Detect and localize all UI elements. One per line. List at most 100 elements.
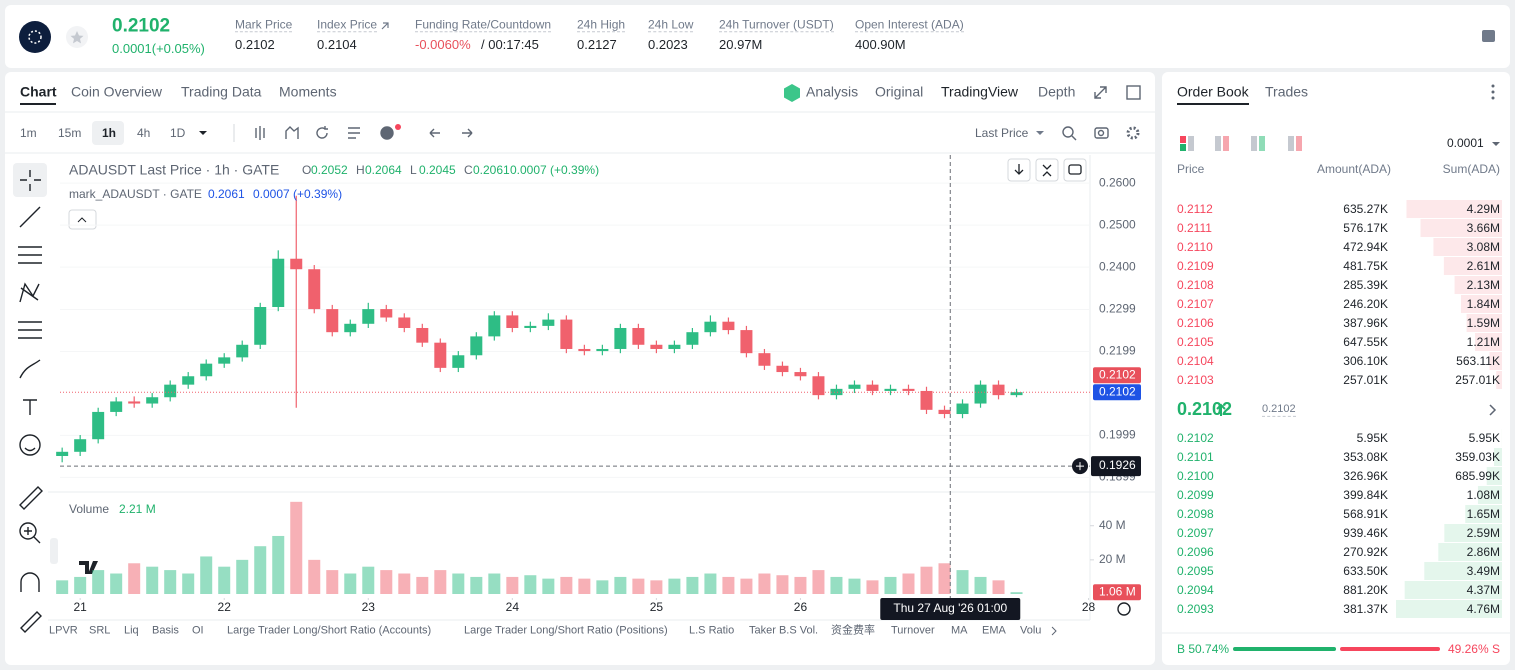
indicator[interactable]: Large Trader Long/Short Ratio (Accounts) [227, 624, 432, 637]
candle-body [812, 376, 825, 396]
window-icon[interactable] [1126, 85, 1141, 100]
indicator[interactable]: MA [951, 624, 968, 637]
candle-body [398, 317, 411, 328]
stat-value: 0.2104 [317, 37, 357, 53]
x-tick-label: 21 [73, 600, 87, 614]
star-icon [70, 31, 84, 44]
candle-body [272, 258, 285, 308]
caret[interactable] [199, 131, 207, 135]
candle-body [596, 348, 609, 352]
view-tab[interactable]: Original [875, 83, 924, 100]
settings-icon[interactable] [1117, 602, 1131, 616]
caret[interactable] [1036, 131, 1044, 135]
chevron[interactable] [1051, 626, 1057, 636]
depth-bar [1477, 486, 1502, 504]
volume-bar [524, 575, 537, 594]
view-tab[interactable]: Analysis [806, 83, 859, 100]
ob-sum: 5.95K [1468, 430, 1500, 445]
view-tab[interactable]: TradingView [941, 83, 1019, 100]
price-type[interactable]: Last Price [975, 125, 1029, 140]
candle-body [614, 327, 627, 349]
chart-buttons[interactable] [1007, 158, 1087, 182]
ob-sum: 1.21M [1466, 334, 1500, 349]
mark-value: 0.2061 [208, 186, 245, 201]
depth-bar [1443, 257, 1502, 275]
interval[interactable]: 1D [170, 125, 186, 140]
volume-value: 2.21 M [119, 501, 156, 516]
x-tick-label: 25 [650, 600, 664, 614]
chevron[interactable] [1489, 404, 1497, 416]
indicator[interactable]: Volu [1020, 624, 1042, 637]
volume-bar [704, 573, 717, 594]
stat-value: 20.97M [719, 37, 763, 53]
volume-bar [542, 578, 555, 594]
ob-amount: 387.96K [1343, 315, 1388, 330]
indicator[interactable]: EMA [982, 624, 1006, 637]
chart-title: ADAUSDT Last Price · 1h · GATE [69, 161, 280, 178]
indicator[interactable]: Basis [152, 624, 179, 637]
indicator[interactable]: 资金费率 [831, 624, 875, 637]
ob-price: 0.2108 [1177, 277, 1214, 292]
indicator[interactable]: Liq [124, 624, 139, 637]
caret[interactable] [1492, 142, 1500, 146]
toolbar-icons[interactable] [255, 126, 1140, 141]
stat-value: -0.0060% [415, 37, 471, 53]
stat-label: Funding Rate/Countdown [415, 17, 552, 33]
plus [1076, 462, 1084, 471]
precision[interactable]: 0.0001 [1447, 135, 1484, 150]
interval[interactable]: 15m [58, 125, 82, 140]
indicator[interactable]: LPVR [49, 624, 78, 637]
volume-bar [272, 535, 285, 594]
stat-value: 0.2127 [577, 37, 617, 53]
volume-bar [614, 576, 627, 594]
header-panel [5, 5, 1510, 68]
volume-bar [560, 576, 573, 594]
ob-price: 0.2110 [1177, 239, 1213, 254]
depth-bar [1404, 581, 1502, 599]
ob-sum: 2.61M [1466, 258, 1500, 273]
volume-bar [290, 501, 303, 594]
ob-tab[interactable]: Trades [1265, 83, 1309, 100]
stat-value: 0.2102 [235, 37, 275, 53]
ob-tab[interactable]: Order Book [1177, 83, 1249, 100]
ob-price: 0.2099 [1177, 487, 1214, 502]
indicator[interactable]: L.S Ratio [689, 624, 735, 637]
header-icon[interactable] [1482, 30, 1495, 42]
indicator[interactable]: Large Trader Long/Short Ratio (Positions… [464, 624, 668, 637]
candle-body [488, 315, 501, 337]
collapse-tab[interactable] [50, 538, 58, 564]
ob-sum: 4.37M [1466, 582, 1500, 597]
interval[interactable]: 1h [102, 125, 117, 140]
volume-tick-label: 20 M [1099, 552, 1126, 566]
candle-body [938, 409, 951, 415]
drawing-tools[interactable] [18, 170, 43, 633]
chart-tab[interactable]: Chart [20, 83, 57, 100]
volume-bar [596, 580, 609, 594]
chart-tab[interactable]: Coin Overview [71, 83, 163, 100]
indicator[interactable]: OI [192, 624, 204, 637]
last-price: 0.2102 [112, 15, 171, 37]
indicator[interactable]: SRL [89, 624, 111, 637]
candle-body [902, 388, 915, 391]
depth-bar [1486, 467, 1502, 485]
volume-bar [434, 570, 447, 594]
stat-label: Open Interest (ADA) [855, 17, 964, 33]
ob-sum: 2.86M [1466, 544, 1500, 559]
mark-price-tag [1093, 384, 1141, 401]
view-tab[interactable]: Depth [1038, 83, 1076, 100]
indicator[interactable]: Turnover [891, 624, 935, 637]
interval[interactable]: 1m [20, 125, 37, 140]
layout-icons[interactable] [1180, 136, 1302, 151]
fullscreen-icon[interactable] [1094, 86, 1107, 99]
depth-bar [1475, 333, 1502, 351]
order-book-dots[interactable] [1491, 84, 1495, 100]
chart-tab[interactable]: Trading Data [181, 83, 262, 100]
indicator[interactable]: Taker B.S Vol. [749, 624, 819, 637]
volume-bar [866, 580, 879, 594]
ohlc-value: 0.2052 [311, 162, 348, 177]
ob-price: 0.2112 [1177, 201, 1213, 216]
interval[interactable]: 4h [137, 125, 151, 140]
collapse-button[interactable] [68, 209, 97, 230]
candle-body [164, 384, 177, 398]
chart-tab[interactable]: Moments [279, 83, 337, 100]
